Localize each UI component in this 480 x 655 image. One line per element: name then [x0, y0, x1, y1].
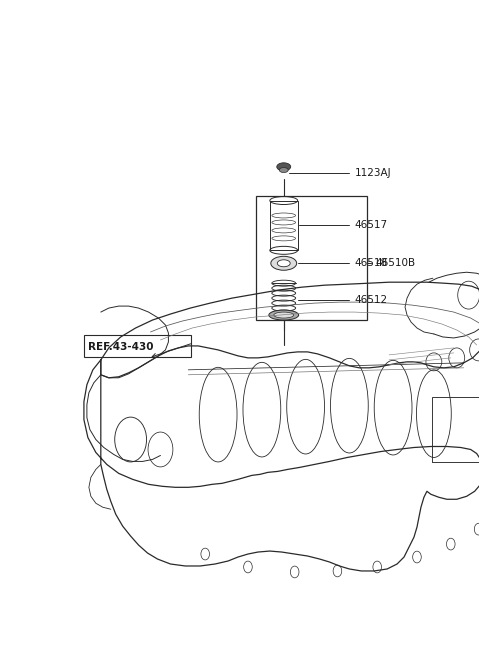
Ellipse shape — [277, 260, 290, 267]
Bar — [256, 196, 367, 320]
Text: 46512: 46512 — [354, 295, 387, 305]
Text: 46517: 46517 — [354, 221, 387, 231]
Ellipse shape — [279, 168, 288, 172]
Text: 46510B: 46510B — [375, 258, 415, 269]
Ellipse shape — [277, 163, 291, 171]
Ellipse shape — [274, 312, 294, 318]
Bar — [84, 335, 192, 357]
Bar — [432, 397, 480, 462]
Ellipse shape — [269, 310, 299, 320]
Ellipse shape — [271, 256, 297, 271]
Bar — [270, 200, 298, 250]
Text: 1123AJ: 1123AJ — [354, 168, 391, 178]
Text: 46518: 46518 — [354, 258, 387, 269]
Text: REF.43-430: REF.43-430 — [88, 342, 154, 352]
